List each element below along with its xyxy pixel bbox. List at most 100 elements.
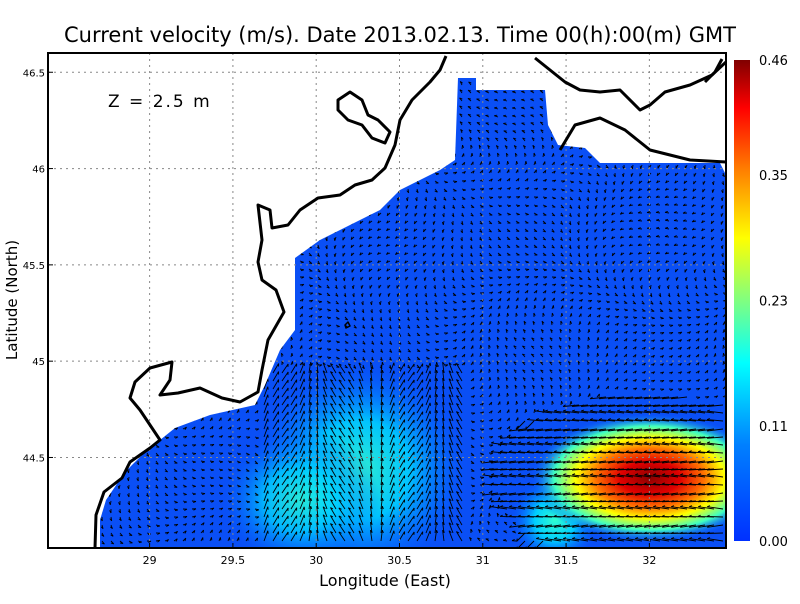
velocity-arrow — [101, 420, 105, 425]
velocity-arrow — [655, 203, 661, 206]
velocity-arrow — [308, 385, 313, 398]
velocity-arrow — [623, 369, 628, 374]
velocity-arrow — [272, 242, 277, 246]
velocity-arrow — [517, 524, 535, 528]
velocity-arrow — [526, 468, 544, 471]
velocity-arrow — [368, 236, 373, 240]
velocity-arrow — [604, 276, 608, 282]
velocity-arrow — [641, 308, 646, 312]
velocity-arrow — [712, 268, 716, 274]
velocity-arrow — [335, 300, 339, 305]
velocity-arrow — [330, 523, 337, 534]
velocity-arrow — [652, 409, 670, 414]
velocity-arrow — [358, 482, 364, 494]
velocity-arrow — [200, 217, 204, 222]
velocity-arrow — [263, 482, 269, 494]
velocity-arrow — [272, 403, 280, 414]
velocity-arrow — [137, 385, 141, 390]
velocity-arrow — [308, 144, 311, 150]
velocity-arrow — [452, 204, 456, 209]
velocity-arrow — [353, 83, 359, 87]
velocity-arrow — [549, 353, 553, 358]
velocity-arrow — [308, 513, 313, 526]
velocity-arrow — [659, 308, 664, 312]
velocity-arrow — [577, 252, 581, 258]
velocity-arrow — [524, 297, 528, 302]
velocity-arrow — [164, 428, 170, 431]
velocity-arrow — [263, 450, 269, 462]
velocity-arrow — [360, 196, 364, 202]
velocity-arrow — [330, 427, 337, 438]
velocity-arrow — [720, 220, 724, 225]
velocity-arrow — [503, 530, 508, 534]
velocity-arrow — [242, 306, 247, 310]
velocity-arrow — [217, 400, 221, 406]
velocity-arrow — [661, 436, 679, 439]
velocity-arrow — [347, 411, 355, 422]
velocity-arrow — [432, 236, 436, 241]
velocity-arrow — [164, 195, 170, 199]
velocity-arrow — [603, 204, 607, 209]
velocity-arrow — [625, 524, 643, 528]
velocity-arrow — [100, 484, 103, 489]
velocity-arrow — [509, 473, 526, 478]
velocity-arrow — [491, 505, 508, 510]
velocity-arrow — [469, 252, 473, 258]
velocity-arrow — [371, 172, 376, 177]
velocity-arrow — [578, 384, 582, 390]
velocity-arrow — [389, 113, 394, 118]
velocity-arrow — [191, 426, 196, 430]
velocity-arrow — [263, 506, 269, 518]
velocity-arrow — [245, 529, 250, 534]
velocity-arrow — [287, 105, 292, 110]
velocity-arrow — [450, 105, 454, 110]
velocity-arrow — [218, 216, 222, 222]
velocity-arrow — [127, 493, 130, 498]
velocity-arrow — [450, 228, 454, 234]
velocity-arrow — [605, 99, 611, 103]
velocity-arrow — [425, 402, 431, 414]
velocity-arrow — [602, 228, 607, 232]
velocity-arrow — [569, 305, 573, 310]
velocity-arrow — [657, 156, 661, 161]
velocity-arrow — [259, 138, 265, 142]
velocity-arrow — [596, 337, 600, 342]
velocity-arrow — [434, 316, 439, 320]
velocity-arrow — [347, 459, 355, 470]
velocity-arrow — [452, 162, 457, 166]
velocity-arrow — [334, 276, 337, 282]
velocity-arrow — [634, 482, 652, 486]
velocity-arrow — [137, 436, 142, 441]
velocity-arrow — [299, 169, 303, 174]
velocity-arrow — [470, 170, 475, 174]
velocity-arrow — [624, 316, 629, 319]
velocity-arrow — [137, 244, 141, 249]
velocity-arrow — [499, 482, 517, 486]
velocity-arrow — [317, 364, 323, 367]
velocity-arrow — [488, 418, 494, 423]
velocity-arrow — [218, 225, 222, 230]
velocity-arrow — [441, 220, 445, 226]
velocity-arrow — [317, 212, 321, 217]
velocity-arrow — [470, 353, 474, 358]
velocity-arrow — [441, 260, 445, 266]
velocity-arrow — [640, 84, 644, 90]
velocity-arrow — [560, 212, 564, 217]
velocity-arrow — [569, 260, 573, 265]
velocity-arrow — [326, 172, 332, 175]
velocity-arrow — [652, 404, 670, 407]
velocity-arrow — [665, 260, 670, 264]
velocity-arrow — [385, 235, 391, 239]
velocity-arrow — [425, 96, 429, 102]
velocity-arrow — [281, 395, 289, 406]
velocity-arrow — [335, 364, 340, 368]
velocity-arrow — [416, 121, 420, 126]
velocity-arrow — [344, 105, 348, 110]
velocity-arrow — [128, 403, 134, 407]
velocity-arrow — [299, 268, 305, 272]
velocity-arrow — [164, 418, 169, 422]
velocity-arrow — [697, 417, 715, 422]
velocity-arrow — [389, 514, 395, 526]
velocity-arrow — [290, 451, 298, 462]
velocity-arrow — [479, 161, 483, 166]
